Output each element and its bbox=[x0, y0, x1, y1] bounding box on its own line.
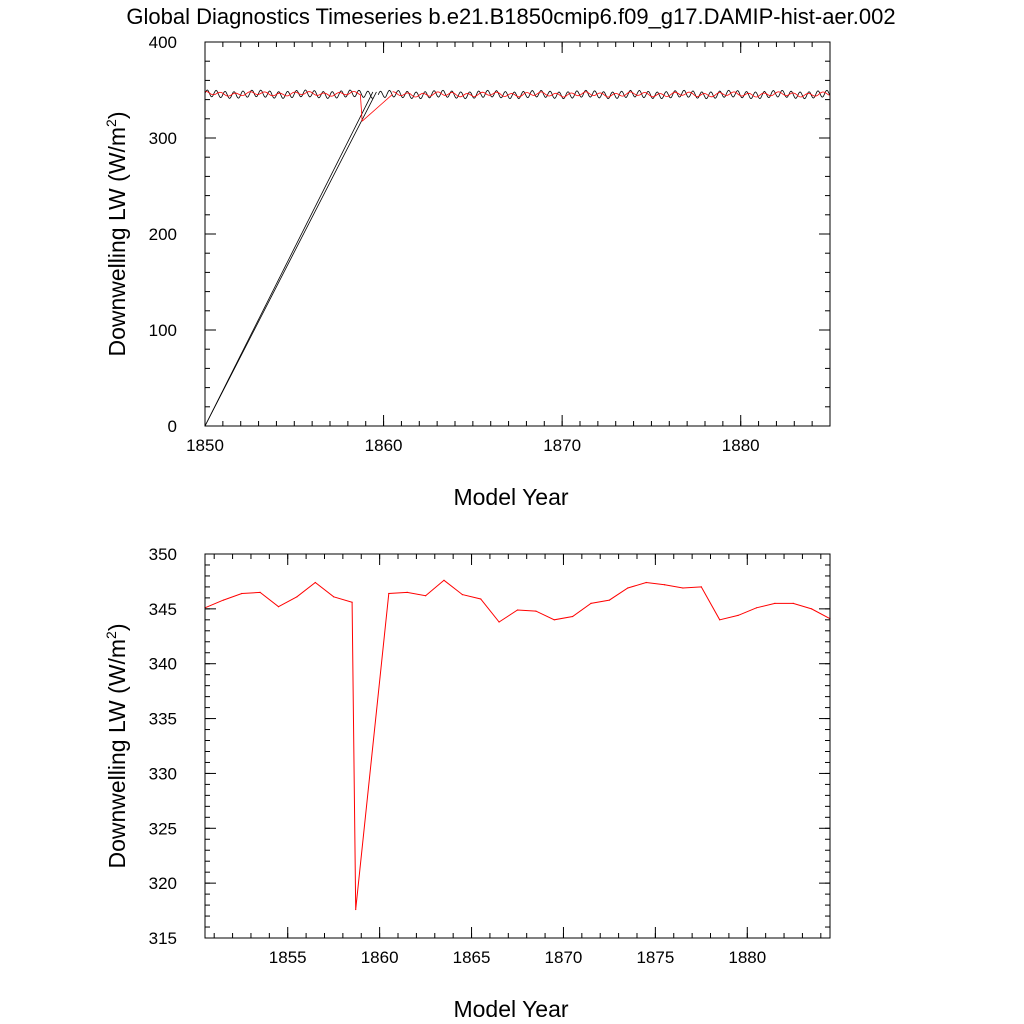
bottom-chart-series-1-point bbox=[351, 601, 353, 603]
bottom-chart-x-tick-label: 1880 bbox=[728, 948, 766, 967]
bottom-chart-x-tick-label: 1860 bbox=[361, 948, 399, 967]
bottom-chart-x-tick-label: 1855 bbox=[269, 948, 307, 967]
bottom-chart-series-1-point bbox=[792, 602, 794, 605]
bottom-chart-series-1-point bbox=[406, 591, 408, 594]
bottom-chart-series-1-point bbox=[461, 594, 463, 596]
bottom-chart-series-1-point bbox=[355, 908, 357, 911]
bottom-chart-series-1-point bbox=[774, 602, 776, 605]
bottom-chart-series-1-point bbox=[811, 608, 813, 610]
bottom-chart-series-1-point bbox=[498, 621, 500, 623]
bottom-chart-frame bbox=[204, 553, 831, 939]
bottom-chart-series-1-point bbox=[627, 587, 629, 589]
top-chart-x-tick-label: 1850 bbox=[186, 436, 224, 455]
bottom-chart-x-tick-label: 1865 bbox=[453, 948, 491, 967]
top-chart-y-tick-label: 300 bbox=[149, 129, 177, 148]
bottom-chart-series-1-point bbox=[277, 606, 280, 608]
bottom-chart-series-1-point bbox=[590, 602, 592, 605]
top-chart-x-tick-label: 1870 bbox=[543, 436, 581, 455]
bottom-chart-y-label-sup: 2 bbox=[103, 631, 119, 639]
bottom-chart-series-1-point bbox=[516, 609, 519, 611]
bottom-chart-series-1-point bbox=[388, 592, 390, 595]
bottom-chart-y-tick-label: 325 bbox=[149, 819, 177, 838]
bottom-chart-y-label-end: ) bbox=[104, 623, 130, 631]
bottom-chart-y-tick-label: 320 bbox=[149, 874, 177, 893]
bottom-chart-series-1-point bbox=[222, 599, 224, 601]
bottom-chart-series-1-line bbox=[204, 579, 831, 910]
bottom-chart-series bbox=[204, 579, 831, 911]
top-chart-y-tick-label: 0 bbox=[168, 417, 177, 436]
bottom-chart-x-tick-label: 1870 bbox=[545, 948, 583, 967]
bottom-chart-y-tick-label: 350 bbox=[149, 545, 177, 564]
bottom-chart-x-label: Model Year bbox=[453, 996, 568, 1022]
top-chart-series-2-spike bbox=[361, 94, 393, 122]
top-chart-series-2-spike bbox=[359, 94, 363, 122]
bottom-chart-y-label-main: Downwelling LW (W/m bbox=[104, 639, 130, 869]
top-chart-panel: 1850 1860 1870 1880 0 100 200 300 400 Model Year… bbox=[103, 33, 831, 510]
bottom-chart-series-1-point bbox=[700, 586, 702, 588]
bottom-chart-series-1-point bbox=[314, 581, 316, 584]
top-chart-series-1-segment bbox=[204, 89, 373, 99]
top-chart-series bbox=[204, 89, 831, 427]
top-chart-y-tick-label: 100 bbox=[149, 321, 177, 340]
bottom-chart-series-1-point bbox=[296, 596, 298, 598]
top-chart-y-label-main: Downwelling LW (W/m bbox=[104, 127, 130, 357]
bottom-chart-series-1-point bbox=[425, 595, 427, 597]
bottom-chart-x-tick-label: 1875 bbox=[636, 948, 674, 967]
top-chart-y-label: Downwelling LW (W/m2) bbox=[103, 111, 130, 356]
top-chart-ticks: 1850 1860 1870 1880 0 100 200 300 400 bbox=[149, 33, 831, 455]
top-chart-y-label-end: ) bbox=[104, 111, 130, 119]
bottom-chart-y-tick-label: 335 bbox=[149, 710, 177, 729]
bottom-chart-series-1-point bbox=[535, 610, 537, 612]
top-chart-series-2-segment bbox=[392, 91, 831, 98]
bottom-chart-series-1-point bbox=[664, 584, 666, 586]
top-chart-y-tick-label: 200 bbox=[149, 225, 177, 244]
bottom-chart-series-1-point bbox=[737, 614, 739, 617]
bottom-chart-series-1-point bbox=[719, 619, 721, 621]
bottom-chart-series-1-point bbox=[333, 596, 335, 598]
bottom-chart-series-1-point bbox=[259, 591, 261, 594]
top-chart-y-label-sup: 2 bbox=[103, 119, 119, 127]
top-chart-x-label: Model Year bbox=[453, 484, 568, 510]
bottom-chart-y-tick-label: 315 bbox=[149, 929, 177, 948]
bottom-chart-y-tick-label: 345 bbox=[149, 600, 177, 619]
bottom-chart-panel: 1855 1860 1865 1870 1875 1880 315 320 325 330 335 3… bbox=[103, 545, 831, 1022]
bottom-chart-series-1-point bbox=[553, 619, 555, 621]
top-chart-series-1-spike bbox=[204, 91, 374, 427]
top-chart-y-tick-label: 400 bbox=[149, 33, 177, 52]
bottom-chart-series-1-point bbox=[608, 599, 611, 601]
bottom-chart-series-1-point bbox=[480, 598, 482, 600]
top-chart-series-1-spike bbox=[204, 91, 377, 427]
top-chart-frame bbox=[204, 41, 831, 427]
bottom-chart-series-1-point bbox=[682, 587, 684, 589]
top-chart-series-2-segment bbox=[204, 91, 361, 97]
bottom-chart-y-tick-label: 340 bbox=[149, 655, 177, 674]
figure-title: Global Diagnostics Timeseries b.e21.B185… bbox=[126, 4, 895, 29]
top-chart-x-tick-label: 1860 bbox=[365, 436, 403, 455]
bottom-chart-series-1-point bbox=[572, 615, 574, 618]
bottom-chart-series-1-point bbox=[443, 579, 445, 581]
bottom-chart-y-tick-label: 330 bbox=[149, 764, 177, 783]
bottom-chart-series-1-point bbox=[755, 607, 758, 609]
top-chart-x-tick-label: 1880 bbox=[722, 436, 760, 455]
bottom-chart-y-label: Downwelling LW (W/m2) bbox=[103, 623, 130, 868]
bottom-chart-series-1-point bbox=[645, 581, 647, 584]
bottom-chart-ticks: 1855 1860 1865 1870 1875 1880 315 320 325 330 335 3… bbox=[149, 545, 830, 967]
bottom-chart-series-1-point bbox=[241, 592, 243, 595]
